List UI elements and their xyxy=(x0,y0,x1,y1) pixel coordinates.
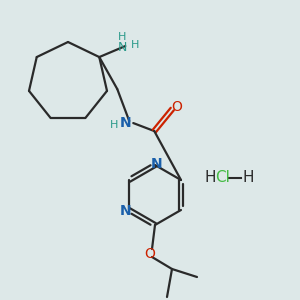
Text: N: N xyxy=(151,157,163,171)
Text: N: N xyxy=(119,116,131,130)
Text: N: N xyxy=(120,204,132,218)
Text: Cl: Cl xyxy=(215,170,230,185)
Text: H: H xyxy=(243,170,254,185)
Text: H: H xyxy=(110,120,118,130)
Text: H: H xyxy=(131,40,140,50)
Text: H: H xyxy=(118,32,127,42)
Text: N: N xyxy=(118,40,127,54)
Text: H: H xyxy=(205,170,217,185)
Text: O: O xyxy=(171,100,182,114)
Text: O: O xyxy=(145,247,155,261)
